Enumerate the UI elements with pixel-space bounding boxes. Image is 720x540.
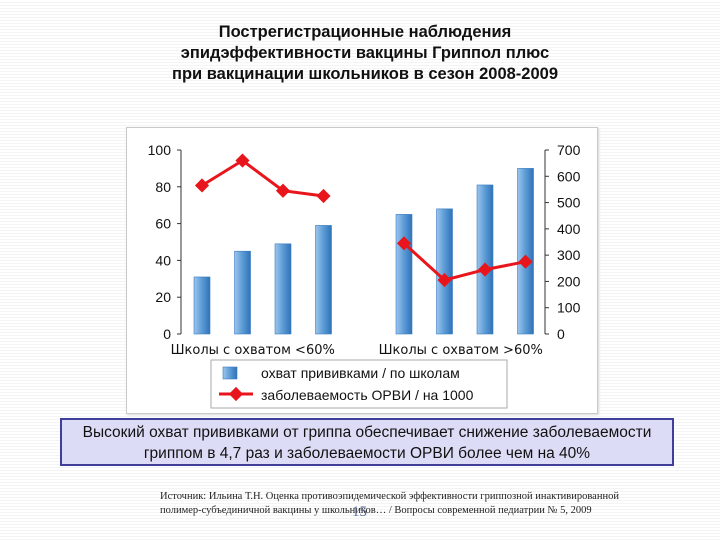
- combo-chart: 0 20 40 60 80 100 0 100 200 300 400 500 600 700 Школы …: [148, 142, 581, 409]
- coverage-bar: [517, 168, 534, 335]
- right-tick-label: 600: [557, 168, 581, 184]
- right-tick-label: 500: [557, 195, 581, 211]
- incidence-marker: [518, 254, 533, 269]
- right-tick-label: 100: [557, 300, 581, 316]
- source-line: полимер-субъединичной вакцины у школьник…: [160, 505, 592, 516]
- coverage-bar: [395, 214, 413, 335]
- legend-label: заболеваемость ОРВИ / на 1000: [261, 387, 474, 403]
- left-tick-label: 20: [155, 289, 171, 305]
- incidence-marker: [477, 262, 493, 277]
- right-tick-label: 0: [557, 326, 565, 342]
- coverage-bar: [436, 208, 453, 335]
- left-tick-label: 100: [148, 142, 172, 158]
- coverage-bar: [315, 225, 332, 335]
- right-tick-label: 200: [557, 273, 581, 289]
- slide-title: Пострегистрационные наблюдения эпидэффек…: [110, 22, 620, 85]
- incidence-marker: [437, 273, 452, 288]
- title-line: Пострегистрационные наблюдения: [218, 23, 512, 41]
- incidence-marker: [316, 188, 331, 204]
- right-tick-label: 700: [557, 142, 581, 158]
- title-line: эпидэффективности вакцины Гриппол плюс: [180, 44, 550, 62]
- coverage-bar: [193, 276, 211, 335]
- legend-marker-swatch: [228, 386, 244, 402]
- incidence-line: [402, 242, 526, 282]
- source-line: Источник: Ильина Т.Н. Оценка противоэпид…: [160, 491, 619, 502]
- conclusion-line: гриппом в 4,7 раз и заболеваемости ОРВИ …: [143, 445, 591, 462]
- conclusion-box: Высокий охват прививками от гриппа обесп…: [60, 418, 674, 466]
- right-tick-label: 400: [557, 221, 581, 237]
- left-tick-label: 0: [163, 326, 171, 342]
- conclusion-line: Высокий охват прививками от гриппа обесп…: [82, 424, 652, 441]
- group-label: Школы с охватом >60%: [379, 343, 543, 358]
- legend-bar-swatch: [222, 366, 238, 380]
- left-tick-label: 40: [155, 252, 171, 268]
- incidence-marker: [275, 183, 291, 198]
- incidence-marker: [194, 178, 210, 193]
- coverage-bar: [274, 243, 292, 335]
- left-tick-label: 80: [155, 179, 171, 195]
- legend-label: охват прививками / по школам: [261, 365, 460, 381]
- legend-box: [210, 359, 508, 409]
- left-tick-label: 60: [155, 216, 171, 232]
- incidence-line: [201, 158, 324, 198]
- group-label: Школы с охватом <60%: [171, 343, 335, 358]
- title-line: при вакцинации школьников в сезон 2008-2…: [171, 65, 559, 83]
- source-citation: Источник: Ильина Т.Н. Оценка противоэпид…: [160, 490, 700, 518]
- coverage-bar: [234, 250, 251, 335]
- coverage-bar: [476, 184, 494, 335]
- legend: охват прививками / по школам заболеваемос…: [210, 359, 508, 409]
- right-tick-label: 300: [557, 247, 581, 263]
- page-number: 15: [352, 504, 367, 520]
- chart-frame: 0 20 40 60 80 100 0 100 200 300 400 500 600 700 Школы …: [126, 127, 598, 414]
- incidence-marker: [396, 236, 412, 251]
